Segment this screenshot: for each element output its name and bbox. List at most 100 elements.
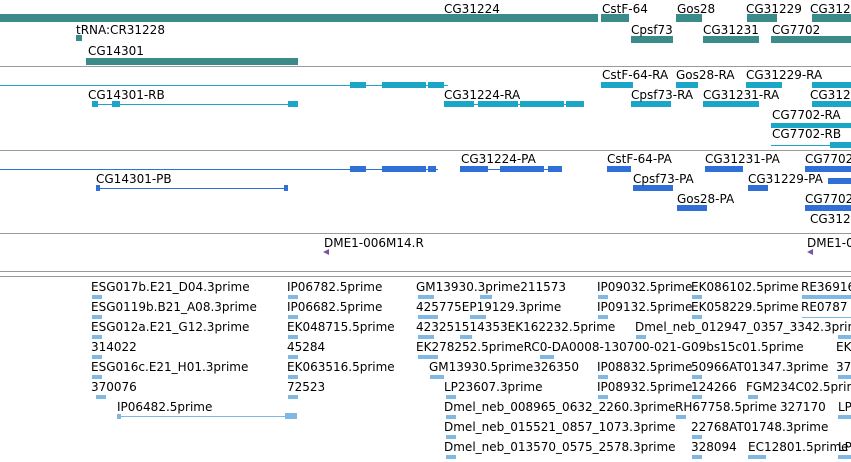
gene-glyph[interactable] bbox=[440, 14, 598, 22]
est-glyph[interactable] bbox=[418, 355, 438, 359]
transcript-exon[interactable] bbox=[746, 82, 782, 88]
transcript-exon[interactable] bbox=[676, 82, 698, 88]
est-glyph[interactable] bbox=[692, 455, 702, 459]
rnai-label[interactable]: DME1-006M14.R bbox=[324, 236, 424, 250]
protein-exon[interactable] bbox=[284, 185, 288, 191]
protein-label[interactable]: CG31229-PA bbox=[748, 172, 823, 186]
transcript-label[interactable]: CG7702-RB bbox=[772, 127, 842, 141]
transcript-exon[interactable] bbox=[288, 101, 298, 107]
gene-label[interactable]: Gos28 bbox=[677, 2, 716, 16]
est-glyph[interactable] bbox=[540, 355, 554, 359]
est-label[interactable]: IP06782.5prime bbox=[287, 280, 383, 294]
est-label[interactable]: 370076 bbox=[91, 380, 137, 394]
est-label[interactable]: EK048715.5prime bbox=[287, 320, 395, 334]
transcript-exon[interactable] bbox=[92, 101, 98, 107]
est-glyph[interactable] bbox=[692, 315, 702, 319]
transcript-exon[interactable] bbox=[830, 142, 851, 148]
est-glyph[interactable] bbox=[676, 415, 686, 419]
transcript-label[interactable]: CG31224-RA bbox=[444, 88, 521, 102]
transcript-label[interactable]: CG31229-RA bbox=[746, 68, 823, 82]
est-glyph[interactable] bbox=[636, 335, 646, 339]
gene-label[interactable]: CG31231 bbox=[703, 23, 759, 37]
protein-exon[interactable] bbox=[607, 166, 631, 172]
protein-label[interactable]: CstF-64-PA bbox=[607, 152, 672, 166]
est-label[interactable]: EK063516.5prime bbox=[287, 360, 395, 374]
est-glyph[interactable] bbox=[748, 395, 758, 399]
est-label[interactable]: IP06482.5prime bbox=[117, 400, 213, 414]
transcript-exon[interactable] bbox=[812, 101, 851, 107]
transcript-exon[interactable] bbox=[771, 123, 851, 128]
est-label[interactable]: ESG017b.E21_D04.3prime bbox=[91, 280, 250, 294]
gene-glyph[interactable] bbox=[771, 36, 851, 43]
transcript-exon[interactable] bbox=[520, 101, 564, 107]
est-label[interactable]: 22768AT01748.3prime bbox=[691, 420, 829, 434]
transcript-label[interactable]: CG312 bbox=[810, 88, 851, 102]
est-label[interactable]: GM13930.5prime326350 bbox=[429, 360, 580, 374]
gene-glyph[interactable] bbox=[631, 36, 673, 43]
est-label[interactable]: EK086102.5prime bbox=[691, 280, 799, 294]
protein-label[interactable]: CG31224-PA bbox=[461, 152, 536, 166]
est-glyph[interactable] bbox=[288, 315, 298, 319]
protein-exon[interactable] bbox=[677, 205, 707, 211]
protein-label[interactable]: CG31231-PA bbox=[705, 152, 780, 166]
transcript-exon[interactable] bbox=[478, 101, 518, 107]
est-glyph[interactable] bbox=[92, 355, 102, 359]
est-glyph[interactable] bbox=[838, 335, 851, 339]
gene-label[interactable]: CG31224 bbox=[444, 2, 500, 16]
transcript-label[interactable]: CG31231-RA bbox=[703, 88, 780, 102]
est-glyph[interactable] bbox=[838, 455, 851, 459]
protein-label[interactable]: CG312 bbox=[810, 212, 851, 226]
est-glyph[interactable] bbox=[446, 435, 456, 439]
est-glyph[interactable] bbox=[802, 295, 851, 299]
gene-label[interactable]: CG31229 bbox=[746, 2, 802, 16]
est-label[interactable]: EK278252.5primeRC0-DA0008-130700-021-G09… bbox=[416, 340, 804, 354]
transcript-exon[interactable] bbox=[428, 82, 444, 88]
est-label[interactable]: 124266 bbox=[691, 380, 737, 394]
gene-glyph[interactable] bbox=[703, 36, 759, 43]
est-glyph[interactable] bbox=[96, 395, 106, 399]
est-glyph[interactable] bbox=[418, 295, 434, 299]
protein-exon[interactable] bbox=[500, 166, 544, 172]
est-glyph[interactable] bbox=[288, 375, 298, 379]
est-glyph[interactable] bbox=[692, 395, 702, 399]
gene-label[interactable]: CG14301 bbox=[88, 44, 144, 58]
est-glyph[interactable] bbox=[92, 335, 102, 339]
transcript-exon[interactable] bbox=[631, 101, 671, 107]
gene-glyph[interactable] bbox=[601, 14, 629, 22]
est-label[interactable]: 50966AT01347.3prime bbox=[691, 360, 829, 374]
gene-glyph[interactable] bbox=[86, 58, 298, 65]
est-label[interactable]: LP23607.3prime bbox=[444, 380, 543, 394]
est-label[interactable]: EK058229.5prime bbox=[691, 300, 799, 314]
gene-glyph[interactable] bbox=[812, 14, 851, 22]
gene-label[interactable]: Cpsf73 bbox=[631, 23, 673, 37]
est-label[interactable]: ESG016c.E21_H01.3prime bbox=[91, 360, 249, 374]
est-label[interactable]: Dmel_neb_012947_0357_3342.3prime bbox=[635, 320, 851, 334]
gene-label[interactable]: tRNA:CR31228 bbox=[76, 23, 165, 37]
est-glyph[interactable] bbox=[692, 295, 702, 299]
est-label[interactable]: FGM234C02.5prime bbox=[746, 380, 851, 394]
est-glyph[interactable] bbox=[446, 415, 456, 419]
est-glyph[interactable] bbox=[598, 395, 608, 399]
transcript-exon[interactable] bbox=[812, 82, 851, 88]
est-label[interactable]: 327170 bbox=[780, 400, 826, 414]
est-glyph[interactable] bbox=[692, 435, 702, 439]
est-label[interactable]: ESG012a.E21_G12.3prime bbox=[91, 320, 250, 334]
est-label[interactable]: 314022 bbox=[91, 340, 137, 354]
est-glyph[interactable] bbox=[117, 414, 121, 419]
est-label[interactable]: 72523 bbox=[287, 380, 326, 394]
est-label[interactable]: LP bbox=[838, 400, 851, 414]
transcript-label[interactable]: CG7702-RA bbox=[772, 108, 841, 122]
est-label[interactable]: Dmel_neb_013570_0575_2578.3prime bbox=[444, 440, 676, 454]
est-label[interactable]: RH67758.5prime bbox=[675, 400, 777, 414]
protein-exon[interactable] bbox=[748, 185, 768, 191]
est-label[interactable]: ESG0119b.B21_A08.3prime bbox=[91, 300, 257, 314]
transcript-exon[interactable] bbox=[382, 82, 426, 88]
est-label[interactable]: IP09132.5prime bbox=[597, 300, 693, 314]
transcript-exon[interactable] bbox=[350, 82, 366, 88]
gene-glyph[interactable] bbox=[0, 14, 440, 22]
transcript-exon[interactable] bbox=[601, 82, 633, 88]
est-glyph[interactable] bbox=[598, 295, 608, 299]
est-label[interactable]: EC12801.5prime bbox=[748, 440, 849, 454]
gene-label[interactable]: CstF-64 bbox=[602, 2, 648, 16]
transcript-exon[interactable] bbox=[444, 101, 474, 107]
